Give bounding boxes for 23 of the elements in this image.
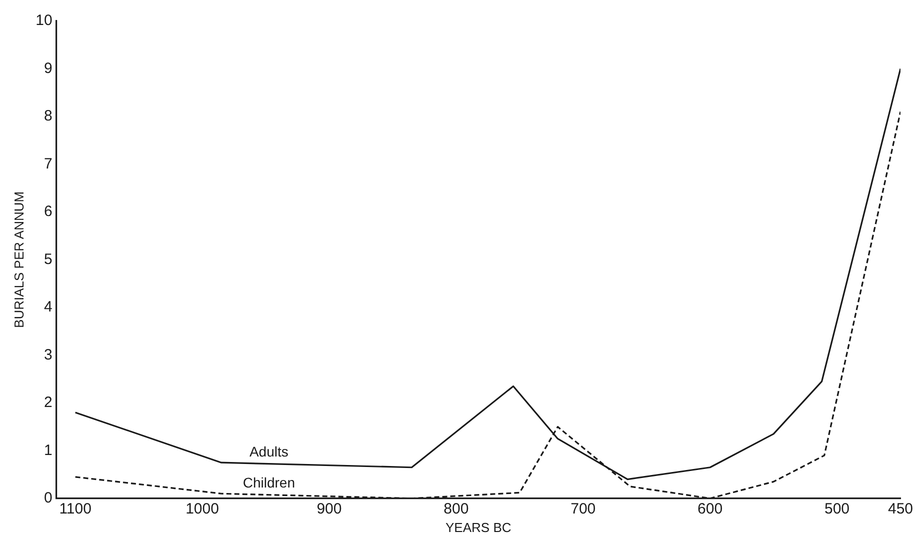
x-tick-label: 700: [570, 500, 596, 518]
x-tick-label: 1000: [186, 500, 219, 518]
x-tick-label: 900: [316, 500, 342, 518]
y-tick-label: 4: [44, 298, 52, 316]
x-tick-label: 450: [888, 500, 913, 518]
y-tick-label: 1: [44, 442, 52, 459]
y-tick-label: 6: [44, 203, 52, 220]
x-tick-label: 1100: [59, 500, 92, 518]
y-tick-label: 10: [36, 12, 52, 30]
y-tick-label: 5: [44, 250, 52, 268]
series-label: Adults: [249, 444, 288, 460]
y-axis-title: BURIALS PER ANNUM: [11, 191, 26, 328]
x-tick-label: 500: [824, 500, 850, 518]
x-tick-label: 600: [698, 500, 723, 518]
series-label: Children: [242, 474, 295, 491]
y-tick-label: 2: [44, 394, 52, 412]
x-axis-title: YEARS BC: [446, 520, 512, 535]
y-tick-label: 9: [44, 60, 52, 77]
y-tick-label: 0: [44, 490, 52, 507]
y-tick-label: 8: [44, 108, 52, 125]
x-tick-label: 800: [444, 500, 469, 518]
y-tick-label: 3: [44, 346, 52, 364]
y-tick-label: 7: [44, 155, 52, 172]
